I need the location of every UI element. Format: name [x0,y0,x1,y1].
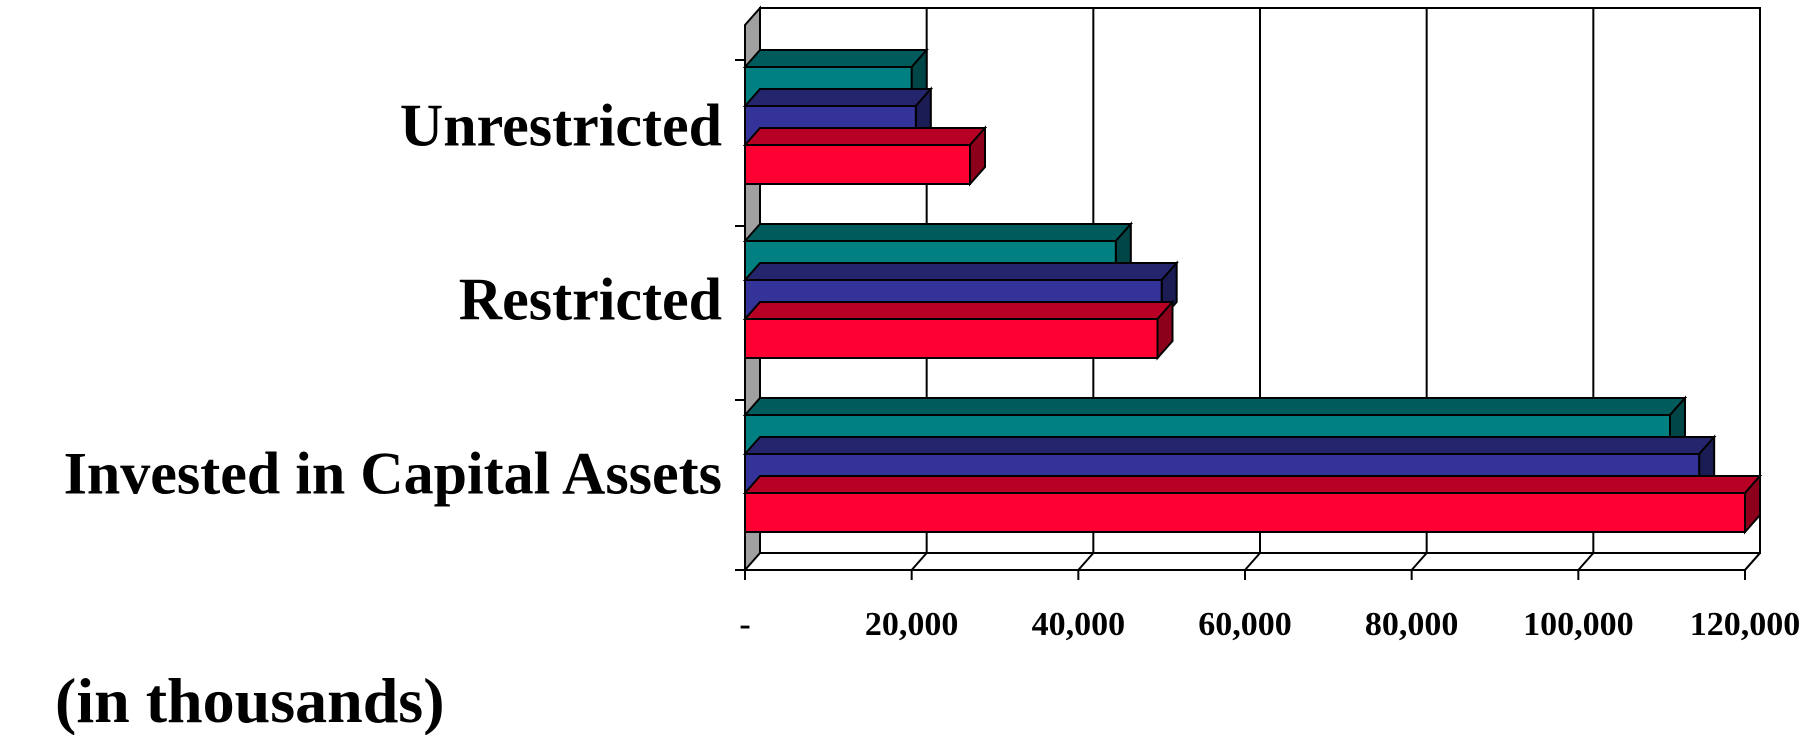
category-label: Unrestricted [400,93,722,159]
bar-top-face [742,127,988,146]
x-tick-label: 100,000 [1523,606,1634,643]
floor-gridline [910,552,928,571]
category-labels: Unrestricted Restricted Invested in Capita… [64,93,722,507]
bar-front-face [744,492,1746,533]
x-tick-label: 60,000 [1198,606,1292,643]
bar-top-face [742,436,1717,455]
x-tick-label: - [739,606,750,643]
bar-top-face [742,301,1175,320]
bar-2-2 [742,473,1763,535]
bar-top-face [742,88,934,107]
x-tick-label: 80,000 [1365,606,1459,643]
bar-front-face [744,318,1159,359]
bars [742,47,1763,535]
category-label: Invested in Capital Assets [64,441,722,507]
floor-gridline [1744,552,1761,571]
bar-top-face [742,223,1134,242]
floor-gridline [1410,552,1428,571]
floor-gridline [1244,552,1261,571]
x-tick-labels: - 20,000 40,000 60,000 80,000 100,000 120,000 [739,606,1800,643]
x-tick-label: 40,000 [1032,606,1126,643]
bar-top-face [742,397,1688,416]
x-tick-label: 20,000 [865,606,959,643]
bar-top-face [742,475,1763,494]
x-tick-label: 120,000 [1690,606,1801,643]
bar-1-2 [742,299,1175,361]
floor-gridline [1077,552,1095,571]
unit-note: (in thousands) [55,665,445,735]
bar-0-2 [742,125,988,187]
bar-top-face [742,49,929,68]
category-label: Restricted [459,267,722,333]
bar-front-face [744,144,971,185]
bar-top-face [742,262,1179,281]
floor-gridline [1577,552,1595,571]
